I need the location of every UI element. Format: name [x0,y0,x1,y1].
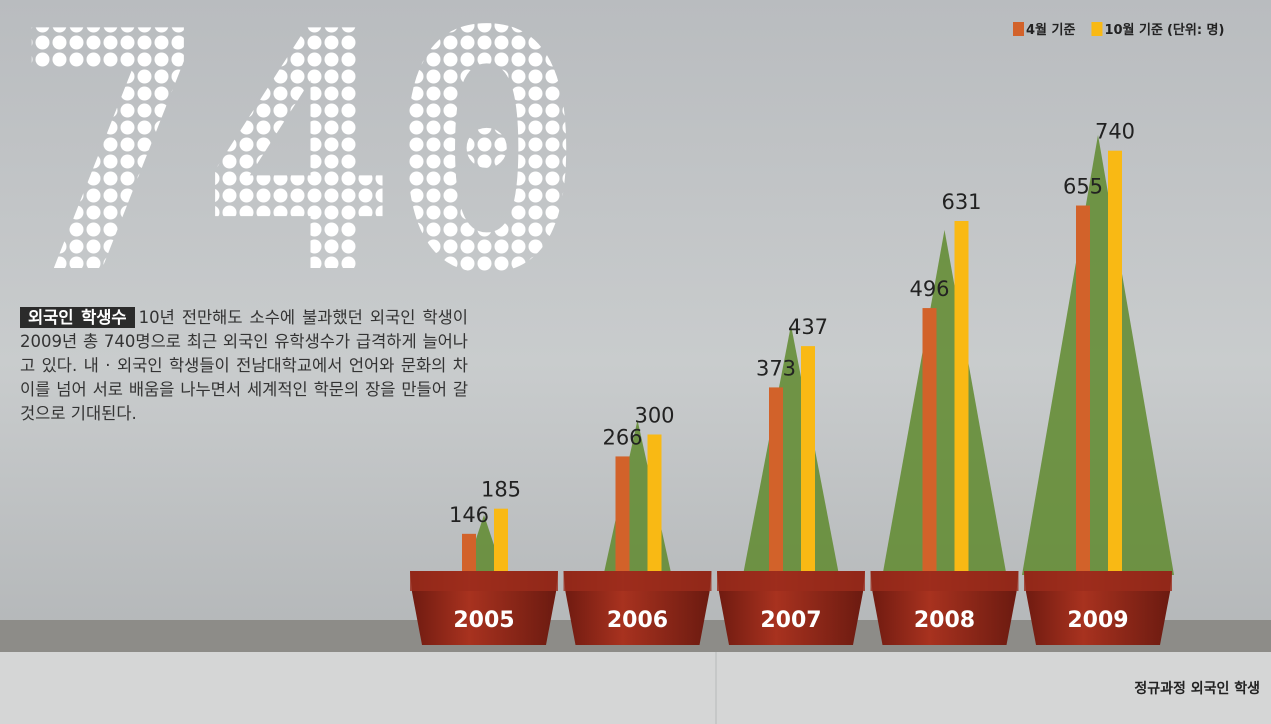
label-title: 외국인 학생수 [20,307,135,328]
value-label: 496 [909,277,949,301]
pot-rim [410,571,558,591]
x-tick-label: 2007 [760,608,821,633]
x-tick-label: 2009 [1067,608,1128,633]
infographic: 740 146185 266300 373 437 496 631 655 740 2005 2… [0,0,1271,724]
value-label: 631 [941,190,981,214]
bar [1076,206,1090,628]
headline: 740 [10,0,576,346]
bar [1108,151,1122,628]
pot-rim [564,571,712,591]
value-label: 740 [1095,120,1135,144]
pot-rim [1024,571,1172,591]
pot-rim [871,571,1019,591]
value-label: 266 [602,425,642,449]
value-label: 146 [449,503,489,527]
value-label: 655 [1063,175,1103,199]
value-label: 300 [634,404,674,428]
legend-swatch [1013,22,1024,36]
x-tick-label: 2006 [607,608,668,633]
x-tick-label: 2008 [914,608,975,633]
legend-label: 4월 기준 [1026,22,1075,38]
curb [0,650,1271,724]
footnote: 정규과정 외국인 학생 [1134,680,1260,697]
legend-unit: (단위: 명) [1167,22,1225,38]
legend-swatch [1091,22,1102,36]
x-tick-label: 2005 [453,608,514,633]
bar [955,221,969,628]
value-label: 437 [788,315,828,339]
value-label: 185 [481,478,521,502]
legend-label: 10월 기준 [1104,22,1163,38]
pot-rim [717,571,865,591]
value-label: 373 [756,356,796,380]
